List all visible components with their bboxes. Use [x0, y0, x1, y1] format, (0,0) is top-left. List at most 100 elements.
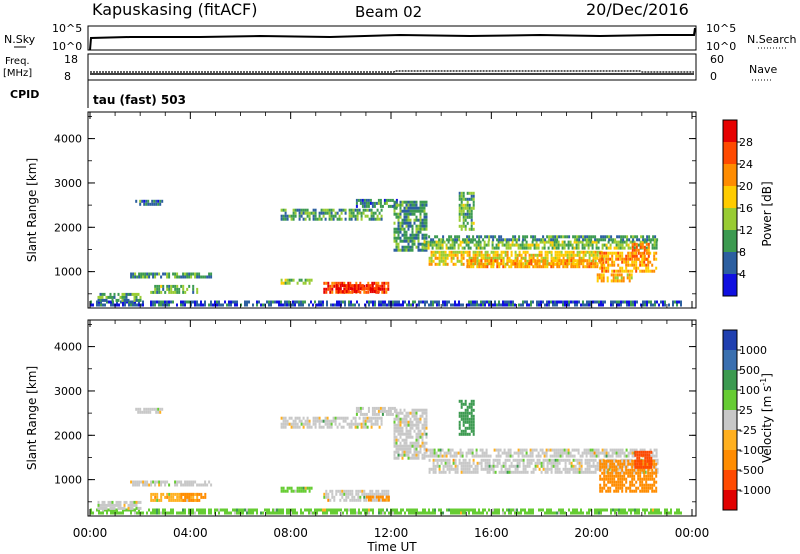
scatter-patch	[393, 408, 428, 460]
date-title: 20/Dec/2016	[586, 0, 689, 19]
scatter-patch	[280, 416, 383, 429]
y-tick-label: 2000	[54, 429, 82, 442]
scatter-patch	[466, 259, 605, 269]
power-y-ticks: 4000 3000 2000 1000	[54, 116, 696, 295]
power-colorbar: 28 24 20 16 12 8 4	[722, 119, 753, 297]
scatter-patch	[599, 459, 658, 493]
colorbar-swatch	[723, 410, 737, 431]
time-axis-label: Time UT	[366, 540, 417, 554]
velocity-colorbar-label: Velocity [m s-1]	[759, 373, 774, 463]
y-tick-label: 3000	[54, 177, 82, 190]
scatter-patch	[97, 500, 142, 510]
colorbar-tick-label: 25	[739, 404, 753, 417]
colorbar-swatch	[723, 490, 737, 511]
colorbar-swatch	[723, 370, 737, 391]
colorbar-tick-label: 4	[739, 268, 746, 281]
scatter-patch	[280, 278, 313, 285]
colorbar-swatch	[723, 142, 737, 165]
y-tick-label: 2000	[54, 221, 82, 234]
nsky-tick-bottom: 10^0	[52, 40, 82, 53]
scatter-patch	[335, 284, 380, 294]
freq-label-1: Freq.	[5, 56, 30, 67]
velocity-ylabel: Slant Range [km]	[25, 366, 39, 470]
nave-label: Nave	[749, 63, 777, 76]
scatter-patch	[130, 480, 213, 487]
nsky-trace	[89, 27, 696, 51]
colorbar-tick-label: 28	[739, 136, 753, 149]
scatter-patch	[596, 273, 633, 283]
colorbar-swatch	[723, 230, 737, 253]
nave-trace	[90, 70, 694, 73]
scatter-patch	[90, 300, 682, 307]
colorbar-tick-label: 20	[739, 180, 753, 193]
scatter-patch	[130, 272, 213, 279]
velocity-data-layer	[90, 399, 682, 515]
nsearch-tick-bottom: 10^0	[706, 40, 736, 53]
scatter-patch	[428, 235, 659, 242]
colorbar-swatch	[723, 252, 737, 275]
scatter-patch	[280, 208, 383, 221]
colorbar-tick-label: 8	[739, 246, 746, 259]
freq-panel	[87, 53, 697, 81]
scatter-patch	[97, 292, 142, 302]
cpid-value: tau (fast) 503	[93, 93, 186, 107]
colorbar-tick-label: 500	[739, 364, 760, 377]
colorbar-swatch	[723, 430, 737, 451]
y-tick-label: 4000	[54, 341, 82, 354]
y-tick-label: 3000	[54, 385, 82, 398]
scatter-patch	[393, 200, 428, 252]
colorbar-tick-label: 1000	[739, 344, 767, 357]
freq-tick-bottom: 8	[64, 70, 71, 83]
colorbar-tick-label: 12	[739, 224, 753, 237]
nsky-label: N.Sky	[4, 33, 36, 46]
power-panel-frame	[87, 111, 697, 309]
scatter-patch	[458, 399, 475, 436]
x-tick-label: 16:00	[474, 526, 509, 540]
scatter-patch	[423, 448, 658, 458]
colorbar-tick-label: -1000	[739, 484, 771, 497]
freq-tick-top: 18	[64, 53, 78, 66]
colorbar-tick-label: -500	[739, 464, 764, 477]
scatter-patch	[280, 486, 313, 493]
colorbar-swatch	[723, 208, 737, 231]
y-tick-label: 4000	[54, 133, 82, 146]
velocity-colorbar: 1000 500 100 25 -25 -100 -500 -1000	[722, 329, 771, 511]
time-axis-ticks: 00:00 04:00 08:00 12:00 16:00 20:00 00:00	[73, 112, 710, 540]
scatter-patch	[135, 407, 164, 414]
scatter-patch	[180, 492, 207, 502]
nsearch-tick-top: 10^5	[706, 22, 736, 35]
scatter-patch	[631, 242, 650, 261]
scatter-patch	[634, 450, 653, 469]
colorbar-tick-label: 16	[739, 202, 753, 215]
scatter-patch	[423, 240, 658, 250]
beam-title: Beam 02	[355, 3, 422, 21]
colorbar-tick-label: 100	[739, 384, 760, 397]
x-tick-label: 00:00	[675, 526, 710, 540]
colorbar-swatch	[723, 390, 737, 411]
x-tick-label: 04:00	[173, 526, 208, 540]
colorbar-swatch	[723, 470, 737, 491]
nave-tick-bottom: 0	[710, 70, 717, 83]
power-data-layer	[90, 191, 682, 307]
colorbar-swatch	[723, 186, 737, 209]
colorbar-swatch	[723, 450, 737, 471]
freq-label-2: [MHz]	[3, 68, 32, 79]
velocity-panel-frame	[87, 319, 697, 517]
scatter-patch	[150, 284, 199, 294]
scatter-patch	[90, 508, 682, 515]
nave-tick-top: 60	[710, 53, 724, 66]
colorbar-swatch	[723, 350, 737, 371]
nsky-tick-top: 10^5	[52, 22, 82, 35]
scatter-patch	[135, 199, 164, 206]
scatter-patch	[355, 406, 398, 416]
velocity-y-ticks: 4000 3000 2000 1000	[54, 324, 696, 503]
scatter-patch	[458, 191, 475, 231]
colorbar-swatch	[723, 330, 737, 351]
station-title: Kapuskasing (fitACF)	[92, 0, 257, 19]
nsky-panel	[87, 25, 697, 51]
colorbar-swatch	[723, 164, 737, 187]
colorbar-swatch	[723, 120, 737, 143]
power-colorbar-label: Power [dB]	[760, 181, 774, 246]
x-tick-label: 20:00	[574, 526, 609, 540]
